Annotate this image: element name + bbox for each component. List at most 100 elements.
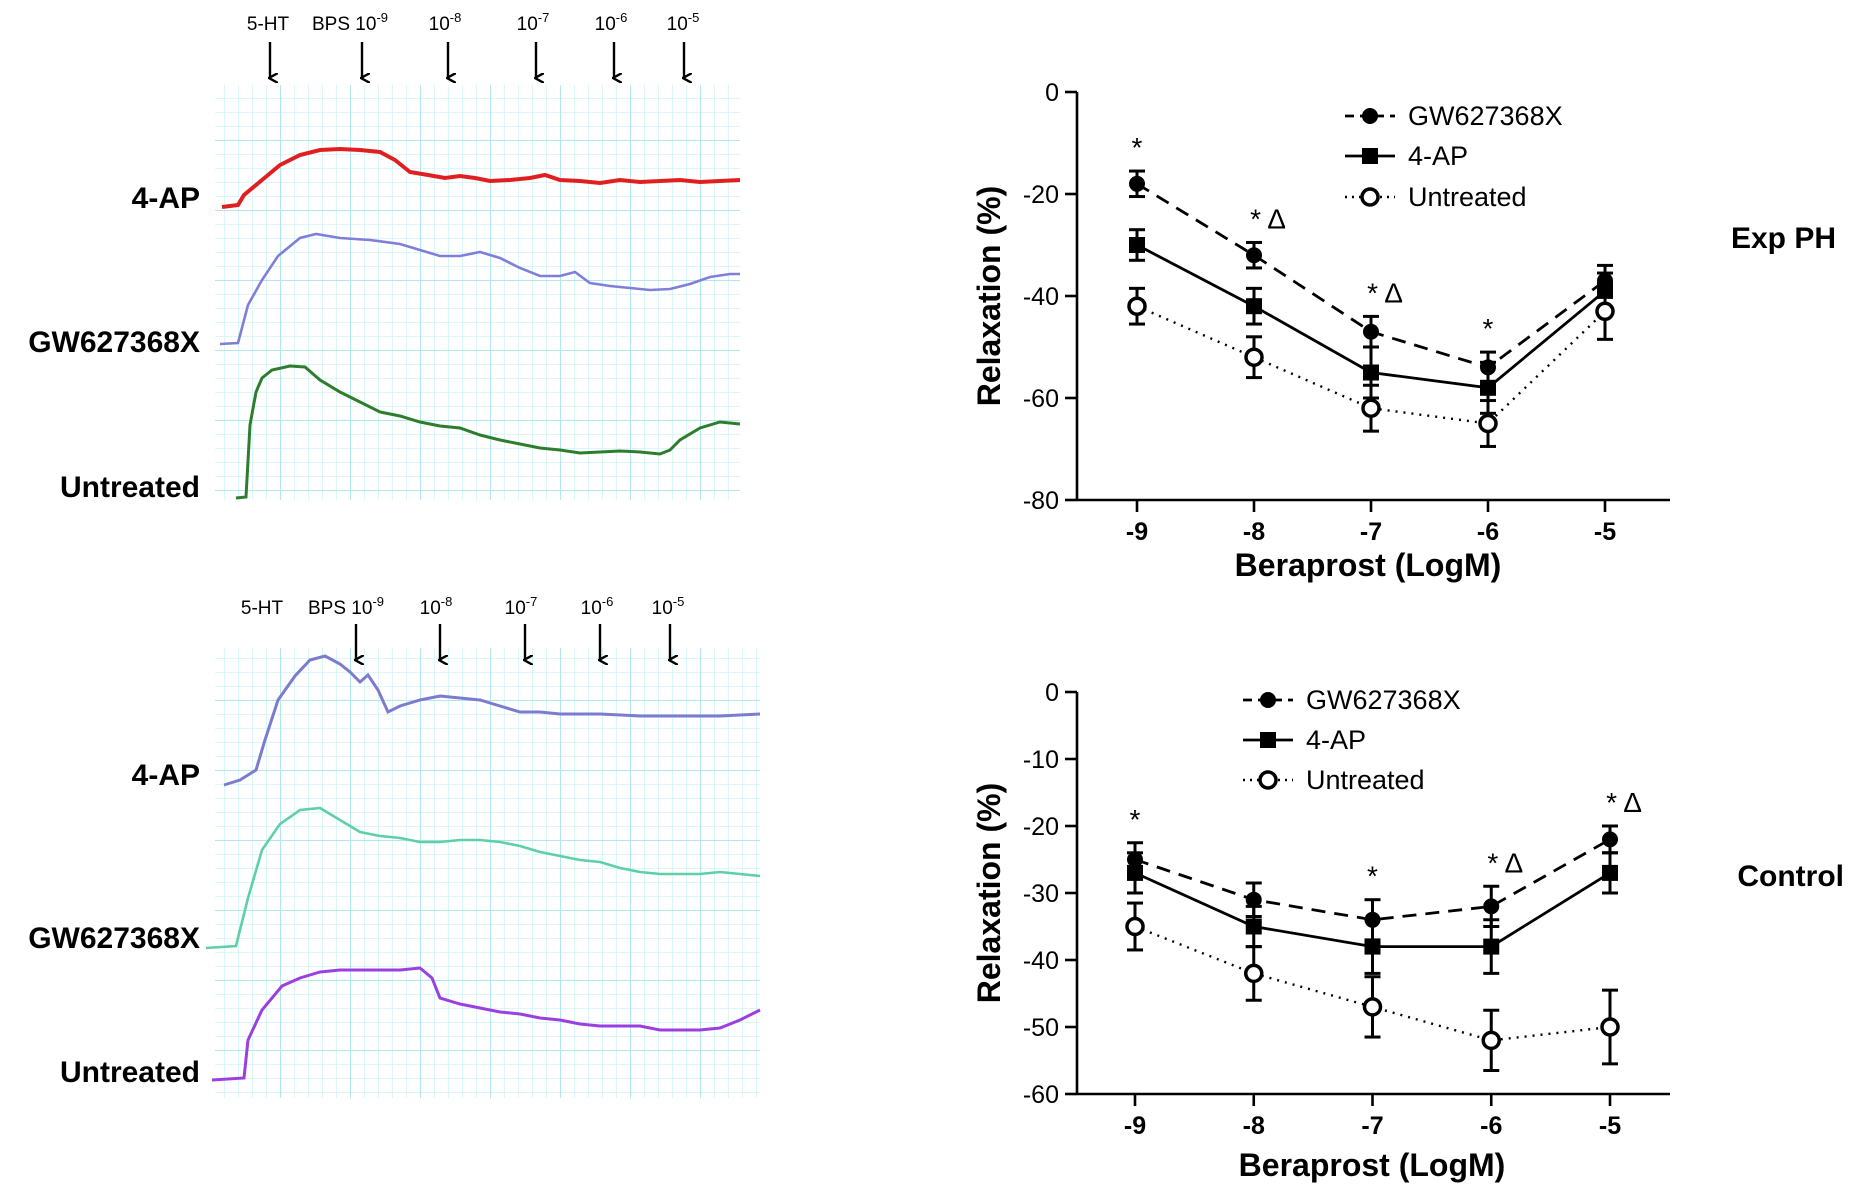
series-layer [1125,824,1620,1073]
trace-label-gw-bottom: GW627368X [28,922,200,955]
data-point [1361,398,1381,418]
arrow-bps-9-top: BPS 10-9 [312,10,388,78]
data-point [1483,898,1500,915]
y-tick-label: -20 [1023,813,1059,841]
arrow-label: 10-7 [517,10,550,35]
trace-label-untreated-top: Untreated [60,471,200,504]
series-layer [1127,169,1615,448]
y-axis-label: Relaxation (%) [971,186,1007,406]
y-ticks: 0 -10 -20 -30 -40 -50 -60 [1023,679,1077,1109]
significance-annotation: * Δ [1606,787,1642,818]
y-tick-label: -40 [1023,283,1059,311]
legend-item-untreated: Untreated [1243,765,1425,795]
legend-label: Untreated [1306,765,1425,795]
arrow-bps-7-top: 10-7 [517,10,550,78]
arrow-exponent: -8 [450,10,462,25]
arrow-label: 10-6 [595,10,628,35]
chart-control: 0-10-20-30-40-50-60 -9 -8 -7 -6 -5 ** * Δ* Δ … [971,679,1844,1183]
arrow-label: 10-6 [581,594,614,619]
arrow-label: BPS 10-9 [308,594,384,619]
data-point [1480,359,1496,376]
significance-annotation: * [1367,861,1378,892]
y-tick-label: -20 [1023,181,1059,209]
arrow-exponent: -7 [526,594,538,609]
y-tick-label: -30 [1023,880,1059,908]
trace-panel-top: 5-HT BPS 10-9 10-8 10-7 10-6 10-5 [28,10,741,504]
y-tick-label: -80 [1023,487,1059,515]
significance-annotation: * Δ [1250,203,1286,234]
legend-marker-filled-circle [1362,108,1378,124]
x-tick-label: -7 [1360,518,1382,546]
trace-panel-bottom: 5-HT BPS 10-9 10-8 10-7 10-6 10-5 [28,594,761,1098]
legend: GW627368X 4-AP Untreated [1243,685,1461,795]
trace-label-4ap-bottom: 4-AP [132,759,200,792]
arrow-label: 5-HT [241,598,284,619]
significance-annotation: * Δ [1367,277,1403,308]
data-point [1602,831,1618,848]
y-axis-label: Relaxation (%) [971,783,1007,1003]
data-point [1600,1017,1620,1037]
y-ticks: 0 -20 -40 -60 -80 [1023,79,1077,515]
arrow-label: 10-8 [429,10,462,35]
data-point [1244,347,1264,367]
y-tick-label: 0 [1045,79,1059,107]
data-point [1129,175,1145,192]
x-tick-label: -8 [1243,518,1265,546]
x-tick-label: -5 [1599,1112,1621,1140]
legend: GW627368X 4-AP Untreated [1345,101,1563,212]
data-point [1363,364,1379,381]
significance-annotation: * [1483,313,1494,344]
data-point [1244,963,1264,984]
arrow-label: BPS 10-9 [312,10,388,35]
arrow-5ht-bottom: 5-HT [241,598,284,619]
trace-grid-top-major [215,85,740,500]
annotations-layer: * * Δ * Δ * [1132,132,1494,344]
arrow-bps-6-top: 10-6 [595,10,628,78]
panel-label-exp-ph: Exp PH [1731,222,1836,255]
legend-label: Untreated [1408,182,1527,212]
legend-label: GW627368X [1408,101,1563,131]
data-point [1595,301,1615,322]
legend-marker-filled-circle [1260,692,1276,708]
trace-untreated-bottom [211,966,761,1082]
trace-label-untreated-bottom: Untreated [60,1056,200,1089]
arrow-label: 10-7 [505,594,538,619]
x-axis-label: Beraprost (LogM) [1239,1147,1506,1183]
arrow-exponent: -9 [376,10,388,25]
trace-4ap-top [221,146,741,209]
panel-label-control: Control [1737,860,1844,893]
data-point [1481,1030,1501,1051]
trace-untreated-top [235,364,741,500]
arrow-bps-5-bottom: 10-5 [652,594,684,660]
arrow-exponent: -7 [538,10,550,25]
x-tick-label: -5 [1594,518,1616,546]
trace-label-4ap-top: 4-AP [132,182,200,215]
x-ticks: -9 -8 -7 -6 -5 [1126,500,1616,546]
arrow-exponent: -9 [372,594,384,609]
data-point [1245,918,1262,935]
arrow-exponent: -5 [688,10,700,25]
annotations-layer: * * * Δ * Δ [1130,787,1642,892]
arrow-exponent: -6 [616,10,628,25]
trace-4ap-bottom [223,654,761,787]
arrow-exponent: -6 [602,594,614,609]
y-tick-label: -40 [1023,947,1059,975]
arrow-exponent: -8 [441,594,453,609]
data-point [1483,938,1500,955]
trace-gw-bottom [205,806,761,950]
legend-marker-open-circle [1258,770,1278,790]
data-point [1480,379,1496,396]
y-tick-label: -60 [1023,1081,1059,1109]
legend-label: GW627368X [1306,685,1461,715]
chart-exp-ph: 0 -20 -40 -60 -80 -9 -8 -7 -6 -5 * * Δ * Δ * Relaxa… [971,79,1836,583]
legend-label: 4-AP [1408,141,1468,171]
x-tick-label: -9 [1124,1112,1146,1140]
arrow-label: 5-HT [247,14,290,35]
y-tick-label: -60 [1023,385,1059,413]
data-point [1602,864,1618,881]
legend-item-4ap: 4-AP [1243,725,1366,755]
x-axis-label: Beraprost (LogM) [1235,547,1502,583]
legend-item-4ap: 4-AP [1345,141,1468,171]
data-point [1129,237,1145,253]
